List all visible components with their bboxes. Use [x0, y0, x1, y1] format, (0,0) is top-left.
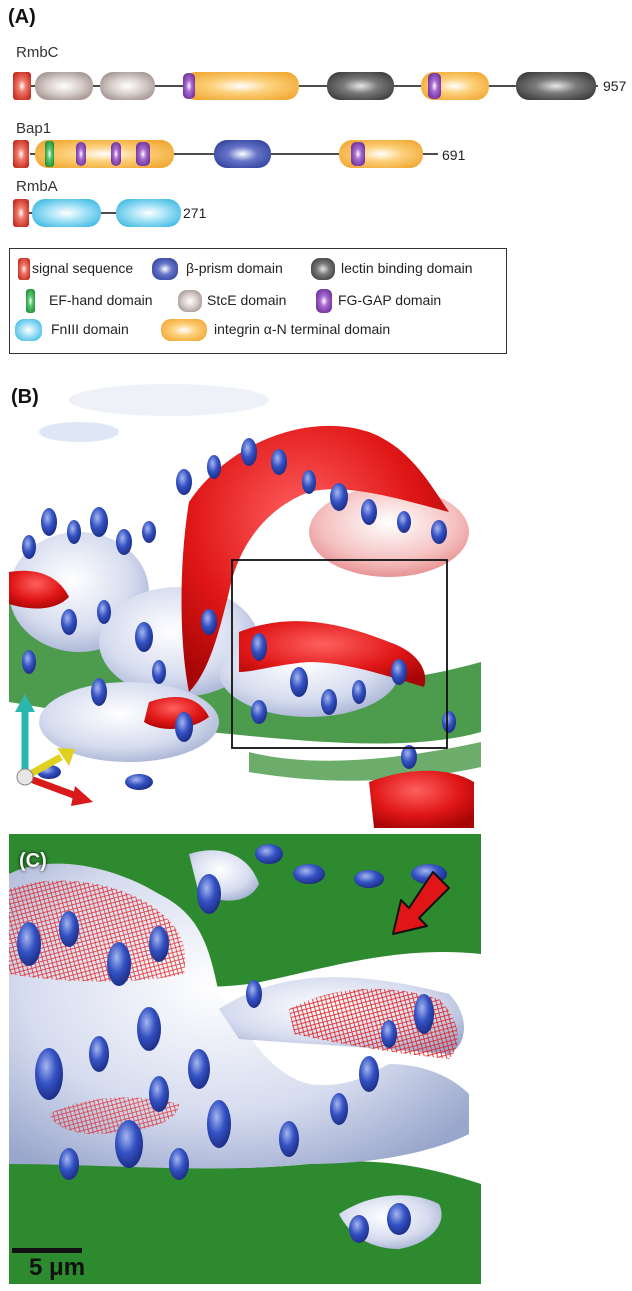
fniii-icon [15, 319, 42, 341]
protein-name-bap1: Bap1 [16, 120, 52, 137]
fg-gap-domain [136, 142, 150, 166]
integrin-domain [183, 72, 299, 100]
legend-swatches [15, 258, 335, 341]
legend-label-integrin: integrin α-N terminal domain [214, 321, 391, 337]
signal-sequence-domain [13, 140, 29, 168]
legend-label-stce: StcE domain [207, 292, 287, 308]
scale-bar-label: 5 μm [29, 1254, 86, 1281]
legend-label-fg-gap: FG-GAP domain [338, 292, 442, 308]
stce-domain [35, 72, 93, 100]
scale-bar [12, 1248, 82, 1253]
protein-name-rmbc: RmbC [16, 44, 59, 61]
signal-sequence-domain [13, 199, 29, 227]
fniii-domain [116, 199, 181, 227]
legend-label-beta-prism: β-prism domain [186, 260, 283, 276]
red-arrow-icon [392, 871, 450, 935]
lectin-binding-domain [327, 72, 394, 100]
rmba-domain-track [13, 199, 181, 227]
legend-label-signal-sequence: signal sequence [32, 260, 134, 276]
axis-triad-icon [15, 694, 93, 806]
domain-legend: signal sequence β-prism domain lectin bi… [9, 248, 507, 354]
integrin-domain [35, 140, 174, 168]
legend-label-ef-hand: EF-hand domain [49, 292, 153, 308]
integrin-icon [161, 319, 207, 341]
stce-icon [178, 290, 202, 312]
fniii-domain [32, 199, 101, 227]
signal-sequence-icon [18, 258, 30, 280]
legend-label-lectin-binding: lectin binding domain [341, 260, 473, 276]
beta-prism-domain [214, 140, 271, 168]
ef-hand-icon [26, 289, 35, 313]
biofilm-3d-rendering: (B) [9, 372, 481, 828]
protein-name-rmba: RmbA [16, 178, 58, 195]
beta-prism-icon [152, 258, 178, 280]
panel-b-label: (B) [11, 386, 39, 408]
signal-sequence-domain [13, 72, 31, 100]
protein-length-rmbc: 957 [603, 78, 627, 94]
protein-length-rmba: 271 [183, 205, 207, 221]
protein-length-bap1: 691 [442, 147, 466, 163]
panel-c-label: (C) [19, 850, 47, 872]
fg-gap-domain [428, 73, 441, 99]
domain-architecture-diagram [13, 72, 598, 227]
legend-label-fniii: FnIII domain [51, 321, 129, 337]
fg-gap-domain [111, 142, 121, 166]
ef-hand-domain [45, 141, 54, 167]
fg-gap-domain [76, 142, 86, 166]
bap1-domain-track [13, 140, 438, 168]
fg-gap-icon [316, 289, 332, 313]
panel-a-label: (A) [8, 6, 36, 28]
lectin-binding-icon [311, 258, 335, 280]
lectin-binding-domain [516, 72, 596, 100]
stce-domain [100, 72, 155, 100]
fg-gap-domain [183, 73, 195, 99]
rmbc-domain-track [13, 72, 598, 100]
biofilm-inset-rendering: (C) 5 μm [9, 834, 481, 1284]
fg-gap-domain [351, 142, 365, 166]
